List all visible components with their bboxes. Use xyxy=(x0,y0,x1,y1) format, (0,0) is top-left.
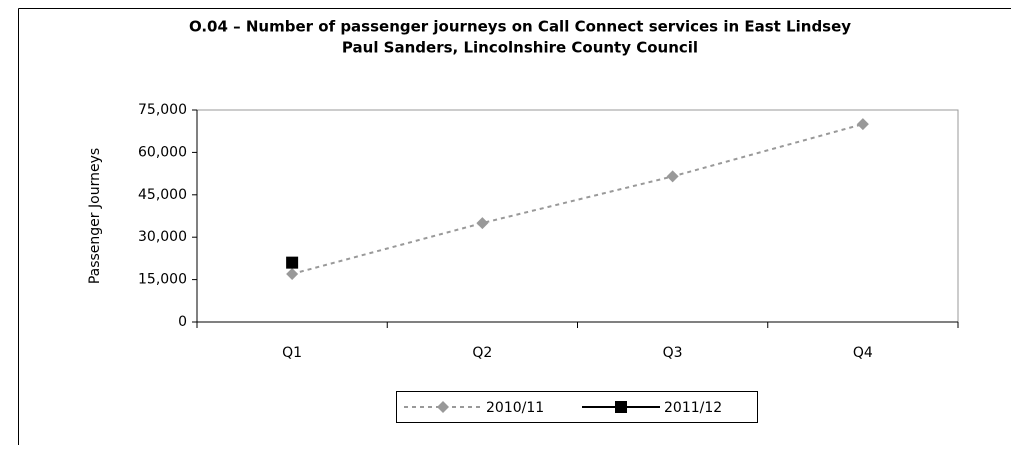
series-line xyxy=(291,123,864,275)
x-tick-label: Q3 xyxy=(663,345,683,361)
x-tick-label: Q1 xyxy=(282,345,302,361)
legend-label: 2010/11 xyxy=(486,400,544,416)
y-tick-label: 60,000 xyxy=(138,144,187,160)
legend-marker xyxy=(615,401,627,413)
point xyxy=(286,256,299,269)
legend-marker xyxy=(437,401,449,413)
chart-subtitle: Paul Sanders, Lincolnshire County Counci… xyxy=(342,39,698,57)
legend-label: 2011/12 xyxy=(664,400,722,416)
point xyxy=(286,267,299,280)
point xyxy=(666,170,679,183)
legend xyxy=(396,391,758,423)
y-tick-label: 0 xyxy=(178,314,187,330)
point xyxy=(476,217,489,230)
x-tick-label: Q4 xyxy=(853,345,873,361)
chart-title: O.04 – Number of passenger journeys on C… xyxy=(189,18,851,36)
y-tick-label: 15,000 xyxy=(138,272,187,288)
y-tick-label: 45,000 xyxy=(138,187,187,203)
y-tick-label: 30,000 xyxy=(138,229,187,245)
y-axis-label: Passenger Journeys xyxy=(87,148,103,284)
point xyxy=(856,118,869,131)
x-tick-label: Q2 xyxy=(472,345,492,361)
y-tick-label: 75,000 xyxy=(138,102,187,118)
plot-area xyxy=(196,109,959,323)
